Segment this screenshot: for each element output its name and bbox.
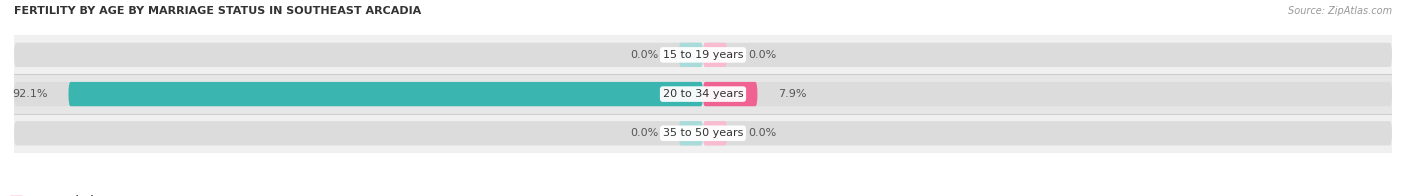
Text: 92.1%: 92.1%	[13, 89, 48, 99]
FancyBboxPatch shape	[14, 82, 703, 106]
FancyBboxPatch shape	[679, 121, 703, 145]
Bar	[14, 114, 1392, 153]
Text: 35 to 50 years: 35 to 50 years	[662, 128, 744, 138]
Text: Source: ZipAtlas.com: Source: ZipAtlas.com	[1288, 6, 1392, 16]
Text: FERTILITY BY AGE BY MARRIAGE STATUS IN SOUTHEAST ARCADIA: FERTILITY BY AGE BY MARRIAGE STATUS IN S…	[14, 6, 422, 16]
FancyBboxPatch shape	[703, 82, 758, 106]
Bar	[14, 35, 1392, 74]
Text: 15 to 19 years: 15 to 19 years	[662, 50, 744, 60]
FancyBboxPatch shape	[69, 82, 703, 106]
FancyBboxPatch shape	[703, 121, 727, 145]
Legend: Married, Unmarried: Married, Unmarried	[0, 195, 94, 196]
FancyBboxPatch shape	[14, 121, 703, 145]
Text: 0.0%: 0.0%	[748, 128, 776, 138]
FancyBboxPatch shape	[703, 121, 1392, 145]
Text: 0.0%: 0.0%	[748, 50, 776, 60]
FancyBboxPatch shape	[14, 43, 703, 67]
Text: 7.9%: 7.9%	[778, 89, 807, 99]
Bar	[14, 74, 1392, 114]
FancyBboxPatch shape	[703, 82, 1392, 106]
FancyBboxPatch shape	[679, 43, 703, 67]
Text: 0.0%: 0.0%	[630, 50, 658, 60]
Text: 20 to 34 years: 20 to 34 years	[662, 89, 744, 99]
Text: 0.0%: 0.0%	[630, 128, 658, 138]
FancyBboxPatch shape	[703, 43, 727, 67]
FancyBboxPatch shape	[703, 43, 1392, 67]
